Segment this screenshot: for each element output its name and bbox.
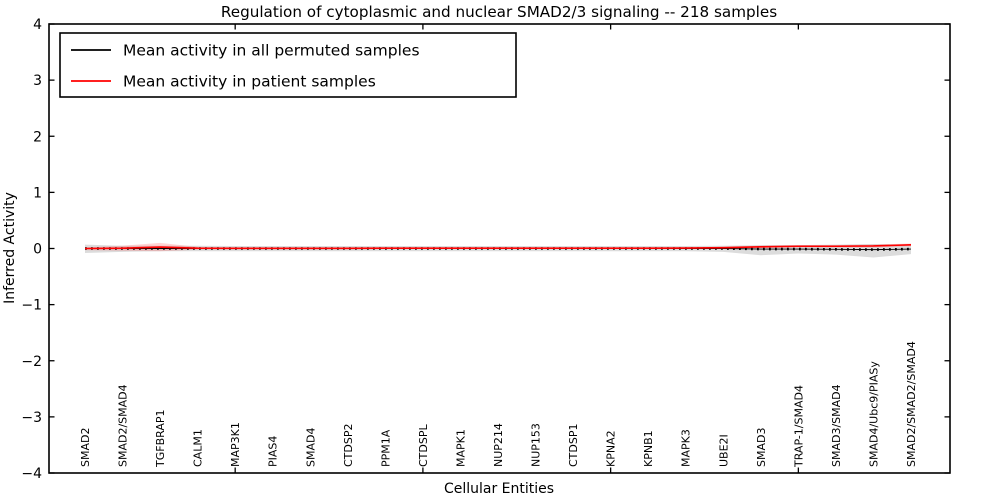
legend: Mean activity in all permuted samples Me… [59,32,517,98]
patient-confidence-band [85,242,911,252]
x-category-label: CTDSPL [417,424,430,467]
y-tick-label: 0 [33,242,42,258]
x-axis-label: Cellular Entities [444,481,554,497]
x-category-label: TGFBRAP1 [154,410,167,468]
x-category-label: MAPK1 [454,429,467,467]
x-category-label: SMAD4 [304,428,317,467]
axis-ticks [49,23,950,474]
patient-mean-line [84,244,912,250]
y-tick-label: 4 [33,17,42,33]
y-tick-label: −1 [21,298,42,314]
x-category-label: PPM1A [379,429,392,467]
x-category-label: NUP153 [530,423,543,467]
x-category-label: SMAD3 [755,428,768,467]
x-category-labels: SMAD2 SMAD2/SMAD4 TGFBRAP1 CALM1 MAP3K1 PIAS4… [79,341,918,468]
y-tick-label: −2 [21,354,42,370]
y-axis-label: Inferred Activity [2,192,18,304]
x-category-label: MAP3K1 [229,422,242,467]
data-lines [84,244,912,251]
legend-label-patient: Mean activity in patient samples [123,73,376,91]
y-tick-label: 2 [33,129,42,145]
y-tick-label: 1 [33,185,42,201]
x-category-label: SMAD3/SMAD4 [830,384,843,467]
x-category-label: MAPK3 [680,429,693,467]
x-category-label: KPNB1 [642,430,655,467]
legend-box [59,32,517,98]
x-category-label: SMAD2/SMAD2/SMAD4 [905,341,918,467]
x-category-label: CTDSP1 [567,424,580,467]
x-category-label: NUP214 [492,423,505,467]
x-category-label: PIAS4 [267,436,280,467]
x-category-label: SMAD2/SMAD4 [117,384,130,467]
y-tick-label: 3 [33,73,42,89]
x-category-label: CTDSP2 [342,424,355,467]
x-category-label: CALM1 [192,429,205,467]
y-tick-label: −4 [21,466,42,482]
chart-title: Regulation of cytoplasmic and nuclear SM… [221,3,777,21]
y-tick-labels: 4 3 2 1 0 −1 −2 −3 −4 [21,17,42,482]
x-category-label: SMAD2 [79,428,92,467]
x-category-label: SMAD4/Ubc9/PIASy [867,361,880,467]
x-category-label: TRAP-1/SMAD4 [792,385,805,468]
x-category-label: KPNA2 [605,430,618,467]
y-tick-label: −3 [21,410,42,426]
x-category-label: UBE2I [717,434,730,467]
legend-label-permuted: Mean activity in all permuted samples [123,42,420,60]
